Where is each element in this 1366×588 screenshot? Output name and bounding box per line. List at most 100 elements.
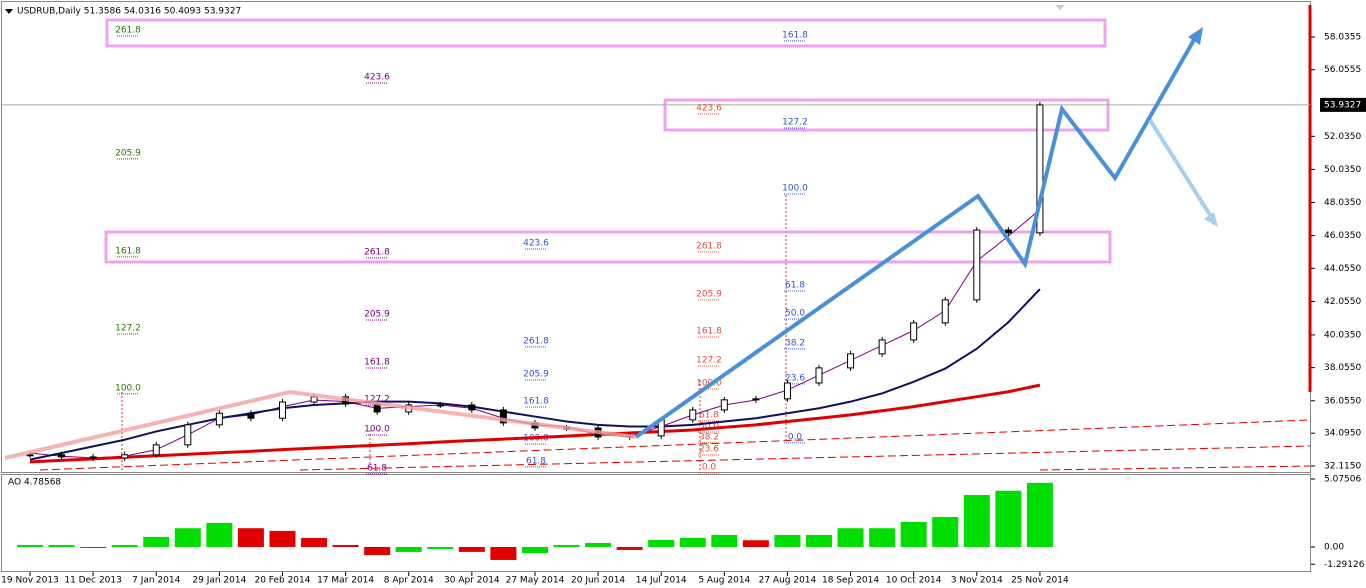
x-tick-label: 20 Jun 2014 [571, 576, 625, 586]
x-tick-label: 20 Feb 2014 [254, 576, 310, 586]
ao-bar [995, 490, 1022, 547]
candle [58, 454, 66, 458]
fib-label: 0.0 [702, 463, 717, 473]
arrow-head [1204, 212, 1218, 227]
moving-average [29, 288, 1041, 461]
ao-bar [553, 544, 580, 547]
trend-line [299, 445, 1311, 471]
fib-label: 23.6 [699, 444, 719, 454]
ao-bar [174, 528, 201, 547]
fib-label: 161.8 [782, 30, 808, 40]
ao-bar [742, 540, 769, 547]
ao-bar [869, 528, 896, 547]
x-tick-label: 14 Jul 2014 [636, 576, 687, 586]
ao-bar [237, 528, 264, 547]
y-tick-label: 58.0355 [1324, 32, 1361, 42]
x-tick-label: 19 Nov 2013 [1, 576, 59, 586]
wave-line [4, 389, 637, 460]
fib-label: 423.6 [523, 238, 549, 248]
fib-label: 161.8 [696, 326, 722, 336]
ao-bar [490, 546, 517, 560]
fib-label: 23.6 [785, 373, 805, 383]
fib-label: 261.8 [523, 336, 549, 346]
candle [26, 454, 34, 457]
y-tick-label: 42.0550 [1324, 297, 1361, 307]
fib-label: 127.2 [364, 395, 390, 405]
wave-line [1148, 118, 1212, 217]
fib-label: 261.8 [696, 241, 722, 251]
ao-bar [427, 546, 454, 549]
x-tick-label: 8 Apr 2014 [384, 576, 434, 586]
x-tick-label: 27 May 2014 [506, 576, 565, 586]
fib-label: 423.6 [364, 72, 390, 82]
y-tick-label: 36.0550 [1324, 396, 1361, 406]
candle [910, 322, 918, 341]
scroll-marker [1055, 5, 1065, 10]
fib-label: 261.8 [115, 25, 141, 35]
ao-bar [774, 534, 801, 547]
y-tick-label: 46.0350 [1324, 231, 1361, 241]
y-tick-label: 48.0350 [1324, 198, 1361, 208]
candle [121, 454, 129, 459]
fib-label: 100.0 [364, 424, 390, 434]
candle [278, 401, 286, 419]
wave-line [634, 37, 1197, 439]
candle [1004, 229, 1012, 234]
candle [468, 404, 476, 411]
x-tick-label: 3 Nov 2014 [951, 576, 1003, 586]
ao-bar [963, 495, 990, 547]
ao-bar [206, 522, 233, 547]
x-tick-label: 27 Aug 2014 [759, 576, 817, 586]
fib-label: 205.9 [115, 148, 141, 158]
fib-label: 0.0 [788, 432, 803, 442]
fib-label: 61.8 [526, 456, 546, 466]
x-tick-label: 30 Apr 2014 [444, 576, 500, 586]
ao-bar [900, 521, 927, 547]
candle [847, 353, 855, 369]
fib-label: 161.8 [115, 246, 141, 256]
fib-label: 127.2 [696, 355, 722, 365]
fib-label: 205.9 [364, 309, 390, 319]
candle [436, 404, 444, 407]
fib-label: 50.0 [785, 308, 805, 318]
ao-bar [48, 544, 75, 547]
dropdown-icon[interactable] [5, 9, 13, 14]
ao-bar [80, 546, 107, 548]
fib-label: 261.8 [364, 247, 390, 257]
candle [878, 339, 886, 355]
ao-bar [301, 537, 328, 547]
fib-label: 161.8 [364, 357, 390, 367]
zone [104, 230, 1112, 264]
ao-bar [521, 546, 548, 553]
x-tick-label: 10 Oct 2014 [886, 576, 942, 586]
indicator-title: AO 4.78568 [8, 478, 61, 488]
ao-bar [616, 546, 643, 550]
fib-label: 423.6 [696, 103, 722, 113]
y-tick-label: 44.0550 [1324, 264, 1361, 274]
ao-bar [1026, 482, 1053, 547]
fib-label: 61.8 [785, 280, 805, 290]
ao-bar [585, 542, 612, 547]
arrow-head [1188, 27, 1203, 45]
candle [499, 409, 507, 424]
y-tick-label: 5.07506 [1324, 475, 1361, 485]
moving-average [29, 383, 1041, 464]
fib-label: 38.2 [699, 432, 719, 442]
candle [1036, 104, 1044, 234]
fib-label: 100.0 [115, 383, 141, 393]
y-tick-label: -1.29126 [1324, 560, 1365, 570]
x-tick-label: 17 Mar 2014 [317, 576, 374, 586]
fib-label: 127.2 [782, 117, 808, 127]
candle [973, 229, 981, 301]
fib-label: 127.2 [115, 324, 141, 334]
ao-bar [837, 528, 864, 547]
y-tick-label: 32.1150 [1324, 461, 1361, 471]
ao-bar [806, 534, 832, 547]
ao-bar [395, 546, 422, 552]
candle [752, 398, 760, 401]
y-tick-label: 56.0555 [1324, 65, 1361, 75]
last-price-box [1320, 97, 1366, 112]
ao-bar [458, 546, 485, 552]
